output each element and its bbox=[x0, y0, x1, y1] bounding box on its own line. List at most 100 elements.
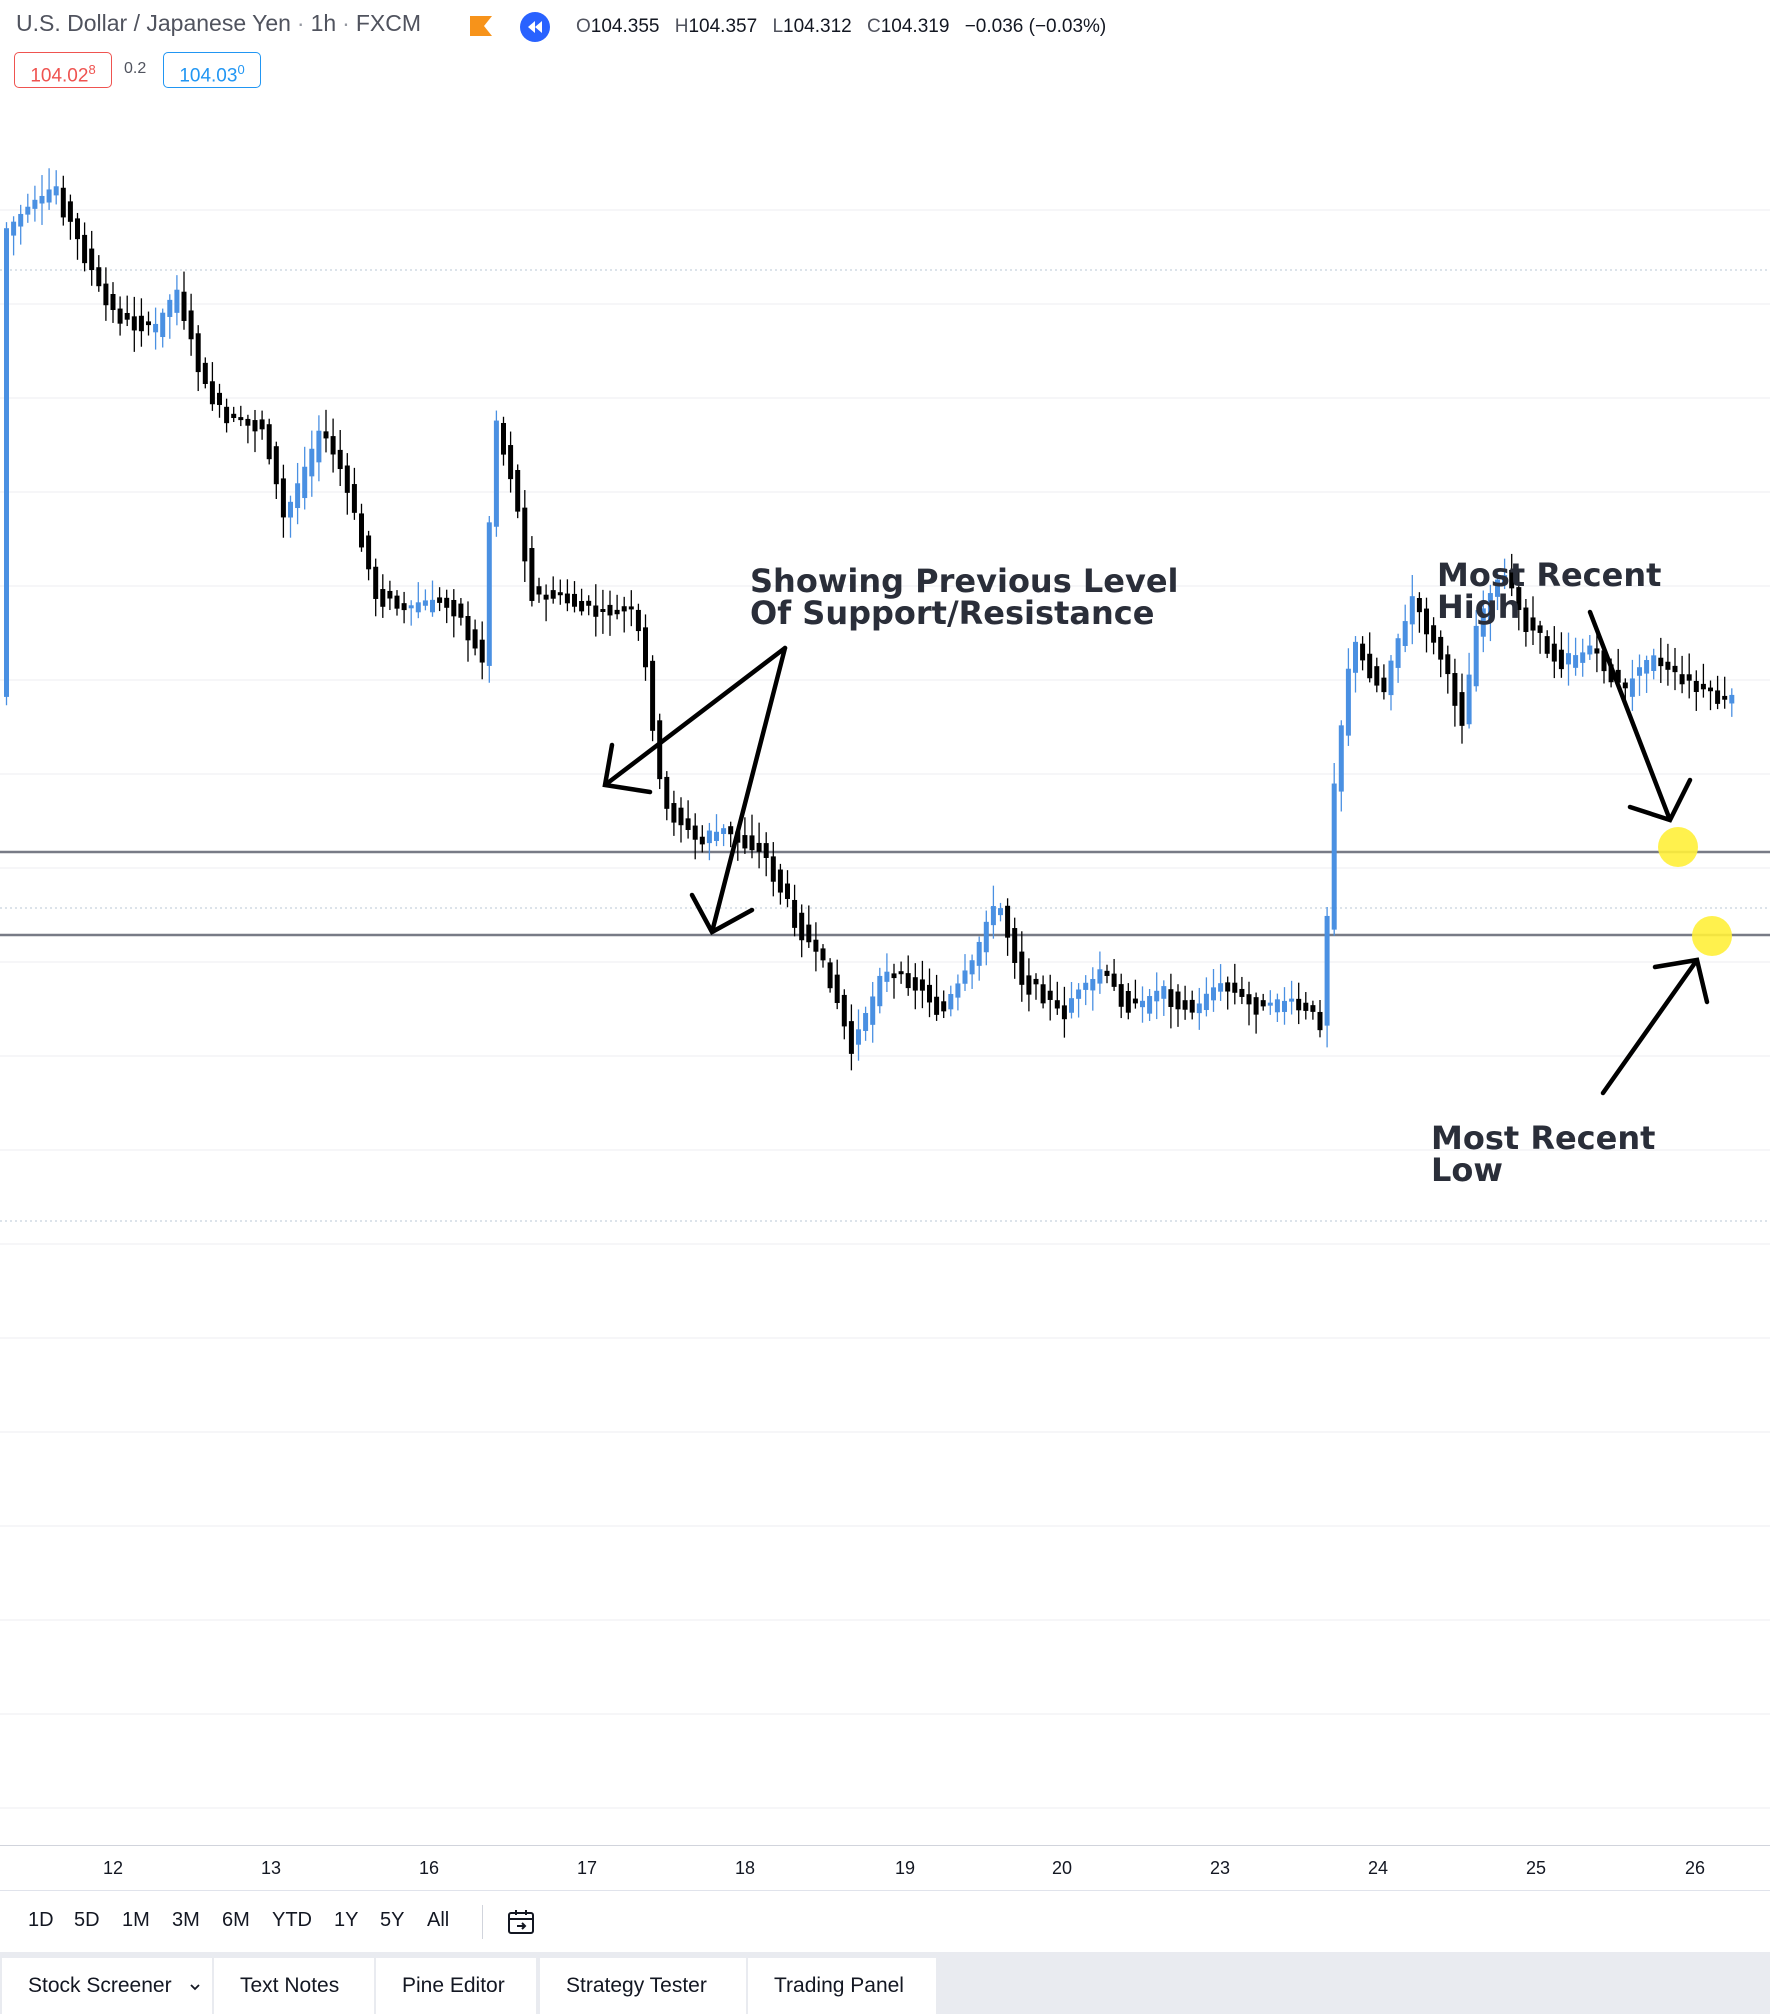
candle-body bbox=[39, 195, 45, 204]
candle-body bbox=[4, 228, 9, 697]
gridlines bbox=[0, 209, 1770, 1809]
tab-trading-panel[interactable]: Trading Panel bbox=[748, 1958, 936, 2014]
candle-body bbox=[493, 420, 499, 527]
candle-body bbox=[138, 315, 144, 332]
candle-body bbox=[1168, 989, 1174, 1007]
rewind-icon[interactable] bbox=[520, 12, 550, 42]
candle-body bbox=[1225, 982, 1231, 992]
tab-label: Stock Screener bbox=[28, 1974, 172, 1997]
range-button-5d[interactable]: 5D bbox=[74, 1909, 100, 1931]
candle-body bbox=[820, 948, 826, 961]
candle-body bbox=[1558, 649, 1564, 670]
candle-body bbox=[557, 592, 563, 596]
date-axis[interactable]: 12 13 16 17 18 19 20 23 24 25 26 bbox=[0, 1845, 1770, 1891]
candle-body bbox=[67, 201, 73, 222]
candle-body bbox=[948, 994, 954, 1010]
spread-value: 0.2 bbox=[124, 60, 147, 77]
range-button-3m[interactable]: 3M bbox=[172, 1909, 200, 1931]
sell-price-button[interactable]: 104.028 bbox=[14, 52, 112, 88]
candle-body bbox=[1402, 621, 1408, 646]
candle-body bbox=[1665, 661, 1671, 670]
change-value: −0.036 (−0.03%) bbox=[964, 16, 1107, 37]
candle-body bbox=[863, 1013, 869, 1031]
flag-icon[interactable] bbox=[470, 16, 492, 36]
arrow-to-recent-low bbox=[1600, 957, 1710, 1096]
range-button-1m[interactable]: 1M bbox=[122, 1909, 150, 1931]
tab-strategy-tester[interactable]: Strategy Tester bbox=[540, 1958, 746, 2014]
candle-body bbox=[1104, 970, 1110, 976]
candle-body bbox=[756, 842, 762, 852]
candle-body bbox=[1637, 667, 1642, 676]
candle-body bbox=[877, 975, 883, 1007]
tab-stock-screener[interactable]: Stock Screener bbox=[2, 1958, 212, 2014]
range-button-1d[interactable]: 1D bbox=[28, 1909, 54, 1931]
candle-body bbox=[351, 484, 357, 513]
candle-body bbox=[1232, 982, 1238, 993]
range-bar: 1D 5D 1M 3M 6M YTD 1Y 5Y All bbox=[0, 1890, 1770, 1953]
chart-pane[interactable]: Showing Previous Level Of Support/Resista… bbox=[0, 110, 1770, 1845]
candle-body bbox=[1722, 695, 1728, 700]
candle-body bbox=[1353, 641, 1358, 673]
candle-body bbox=[529, 548, 535, 601]
annotation-support-resistance-line2: Of Support/Resistance bbox=[750, 594, 1154, 632]
candle-body bbox=[1175, 991, 1181, 1010]
candle-body bbox=[1345, 668, 1351, 736]
symbol-name[interactable]: U.S. Dollar / Japanese Yen bbox=[16, 10, 291, 36]
tab-pine-editor[interactable]: Pine Editor bbox=[376, 1958, 536, 2014]
candle-body bbox=[1083, 982, 1089, 990]
candle-body bbox=[941, 1001, 947, 1012]
candle-body bbox=[238, 417, 244, 421]
candle-body bbox=[912, 977, 918, 991]
candle-body bbox=[1381, 677, 1387, 693]
candle-body bbox=[273, 446, 279, 485]
candle-body bbox=[998, 908, 1003, 916]
candle-body bbox=[1693, 680, 1699, 693]
interval-label[interactable]: 1h bbox=[310, 10, 337, 36]
candle-body bbox=[643, 627, 648, 668]
candle-body bbox=[550, 590, 556, 599]
range-button-6m[interactable]: 6M bbox=[222, 1909, 250, 1931]
candle-body bbox=[1310, 1005, 1316, 1012]
candle-body bbox=[1452, 673, 1458, 706]
candle-body bbox=[1629, 678, 1635, 697]
low-value: 104.312 bbox=[783, 16, 852, 37]
tab-text-notes[interactable]: Text Notes bbox=[214, 1958, 374, 2014]
ohlc-readout: O104.355 H104.357 L104.312 C104.319 −0.0… bbox=[576, 16, 1107, 37]
candle-body bbox=[1672, 665, 1678, 673]
range-button-all[interactable]: All bbox=[427, 1909, 450, 1931]
candle-body bbox=[408, 605, 414, 609]
candle-body bbox=[1005, 905, 1011, 938]
calendar-goto-icon[interactable] bbox=[506, 1907, 536, 1937]
candle-body bbox=[280, 478, 286, 518]
candle-body bbox=[1282, 1000, 1287, 1012]
candle-body bbox=[650, 660, 656, 731]
annotation-most-recent-low-line2: Low bbox=[1431, 1151, 1503, 1189]
range-button-1y[interactable]: 1Y bbox=[334, 1909, 359, 1931]
candle-body bbox=[1161, 986, 1167, 999]
candle-body bbox=[572, 593, 577, 607]
candle-body bbox=[89, 248, 95, 271]
candle-body bbox=[827, 962, 833, 989]
candle-body bbox=[898, 971, 904, 975]
tab-label: Trading Panel bbox=[774, 1974, 904, 1997]
candle-body bbox=[919, 979, 925, 991]
candle-body bbox=[1615, 669, 1621, 683]
chevron-down-icon[interactable] bbox=[188, 1980, 202, 1994]
range-button-5y[interactable]: 5Y bbox=[380, 1909, 405, 1931]
candle-body bbox=[1239, 988, 1245, 997]
candle-body bbox=[1651, 655, 1657, 671]
candle-body bbox=[259, 419, 265, 430]
candle-body bbox=[522, 507, 528, 562]
buy-price-button[interactable]: 104.030 bbox=[163, 52, 261, 88]
symbol-title[interactable]: U.S. Dollar / Japanese Yen · 1h · FXCM bbox=[16, 10, 422, 36]
candle-body bbox=[458, 603, 464, 618]
candle-body bbox=[1111, 973, 1117, 987]
candle-body bbox=[1125, 990, 1131, 1013]
candle-body bbox=[1196, 1003, 1202, 1014]
candle-body bbox=[1502, 575, 1508, 585]
candle-body bbox=[664, 776, 670, 809]
candle-body bbox=[295, 483, 301, 509]
range-button-ytd[interactable]: YTD bbox=[272, 1909, 312, 1931]
